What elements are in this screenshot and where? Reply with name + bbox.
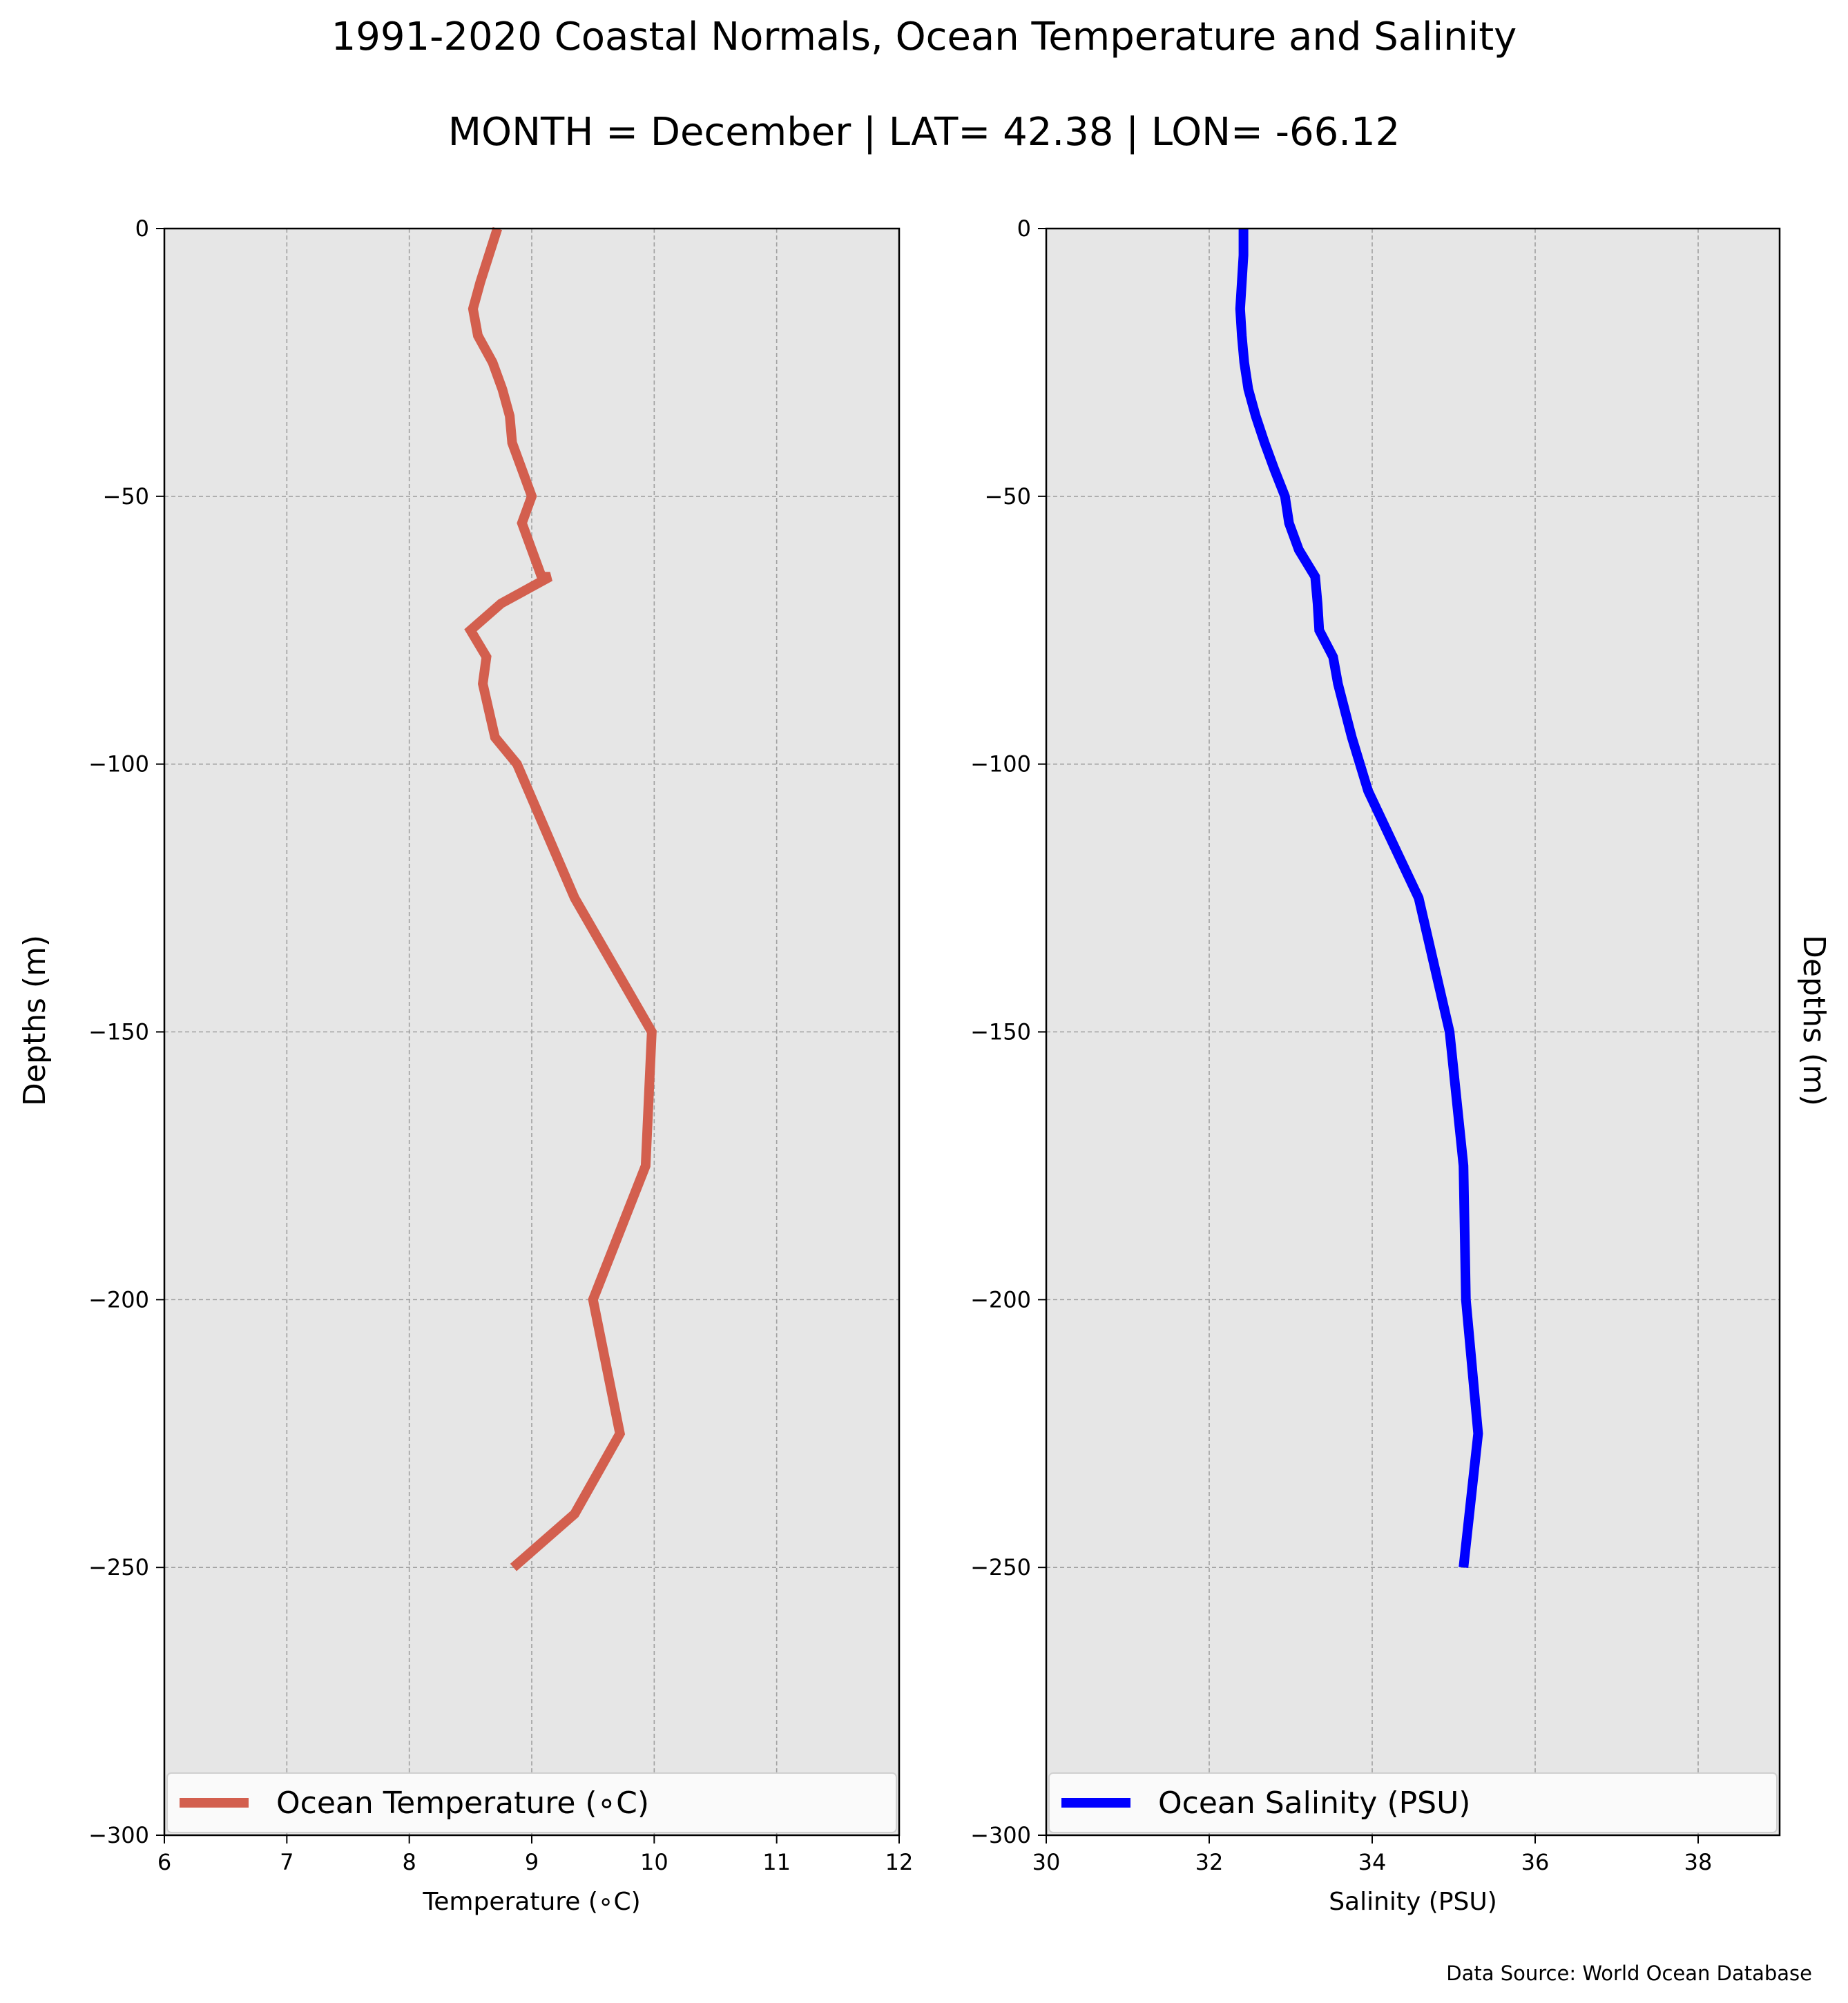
temp-x-tick-label: 8 [402,1849,416,1875]
temp-x-tick-label: 10 [640,1849,668,1875]
salinity-panel: 30 32 34 36 38 0 −50 −100 −150 −200 −250 −300 Salini… [970,215,1781,1916]
temperature-panel: 6 7 8 9 10 11 12 0 −50 −100 −150 −200 −250 −300 Temper… [88,215,913,1916]
sal-legend-box [1048,1772,1778,1833]
chart-subtitle: MONTH = December | LAT= 42.38 | LON= -66… [448,110,1401,155]
temp-x-tick-label: 7 [280,1849,293,1875]
temp-x-tick-label: 12 [885,1849,914,1875]
sal-y-tick-label: −50 [984,483,1031,510]
right-y-axis-label: Depths (m) [1796,935,1831,1106]
sal-y-tick-label: −150 [970,1019,1031,1045]
sal-y-tick-label: −200 [970,1286,1031,1313]
temp-x-axis-label: Temperature (∘C) [422,1888,640,1916]
sal-y-tick-label: −300 [970,1822,1031,1848]
temp-y-tick-label: −50 [102,483,149,510]
sal-x-tick-label: 36 [1521,1849,1550,1875]
sal-series-line [1235,229,1483,1568]
sal-x-tick-label: 30 [1032,1849,1061,1875]
sal-x-tick-label: 34 [1358,1849,1387,1875]
sal-legend-label: Ocean Salinity (PSU) [1158,1786,1470,1821]
temp-legend: Ocean Temperature (∘C) [166,1772,897,1833]
sal-x-tick-label: 38 [1684,1849,1713,1875]
temp-x-tick-label: 11 [762,1849,791,1875]
temp-legend-box [166,1772,897,1833]
data-source-note: Data Source: World Ocean Database [1446,1962,1812,1985]
sal-x-axis-label: Salinity (PSU) [1329,1888,1497,1916]
temp-series-line [464,226,657,1571]
temp-y-tick-label: −200 [88,1286,149,1313]
temp-y-tick-label: −150 [88,1019,149,1045]
sal-y-tick-label: −250 [970,1554,1031,1580]
sal-y-tick-label: −100 [970,751,1031,777]
sal-legend: Ocean Salinity (PSU) [1048,1772,1778,1833]
temp-x-tick-label: 9 [525,1849,539,1875]
sal-y-tick-label: 0 [1017,215,1031,242]
temp-y-tick-label: −100 [88,751,149,777]
temp-legend-label: Ocean Temperature (∘C) [276,1786,649,1821]
sal-x-tick-label: 32 [1195,1849,1224,1875]
left-y-axis-label: Depths (m) [17,935,52,1106]
temp-y-tick-label: −250 [88,1554,149,1580]
temp-y-tick-label: 0 [135,215,149,242]
temp-y-tick-label: −300 [88,1822,149,1848]
chart-title: 1991-2020 Coastal Normals, Ocean Tempera… [331,14,1517,59]
temp-x-tick-label: 6 [157,1849,171,1875]
